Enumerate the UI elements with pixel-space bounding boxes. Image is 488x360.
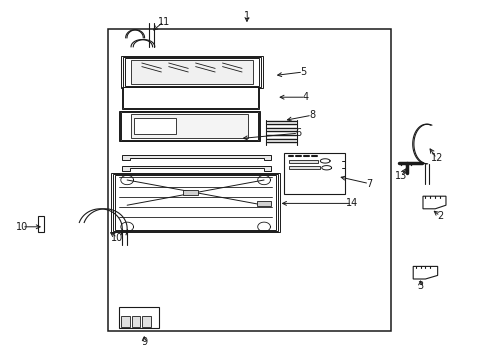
Text: 8: 8 [308, 110, 314, 120]
Polygon shape [134, 118, 176, 134]
Text: 2: 2 [436, 211, 442, 221]
Polygon shape [124, 58, 259, 86]
Text: 3: 3 [417, 281, 423, 291]
Text: 4: 4 [302, 92, 308, 102]
Bar [142, 316, 151, 327]
Polygon shape [412, 266, 437, 279]
Polygon shape [122, 155, 271, 160]
Polygon shape [115, 175, 276, 230]
Text: 13: 13 [394, 171, 407, 181]
Bar [121, 316, 129, 327]
Polygon shape [422, 196, 445, 209]
Bar [283, 153, 344, 194]
Polygon shape [288, 160, 317, 163]
Polygon shape [121, 112, 258, 140]
Text: 1: 1 [244, 11, 249, 21]
Bar [119, 307, 159, 328]
Polygon shape [122, 166, 271, 171]
Polygon shape [38, 216, 44, 232]
Text: 12: 12 [429, 153, 442, 163]
Polygon shape [131, 114, 248, 138]
Bar [131, 316, 140, 327]
Polygon shape [131, 60, 253, 84]
Text: 6: 6 [295, 128, 301, 138]
Text: 9: 9 [141, 337, 147, 347]
Polygon shape [183, 190, 198, 195]
Polygon shape [256, 201, 271, 206]
Text: 11: 11 [157, 17, 170, 27]
Bar [107, 29, 390, 331]
Text: 10: 10 [16, 222, 28, 232]
Polygon shape [288, 166, 320, 169]
Text: 5: 5 [300, 67, 305, 77]
Polygon shape [123, 87, 257, 108]
Text: 10: 10 [111, 233, 123, 243]
Text: 14: 14 [345, 198, 358, 208]
Text: 7: 7 [366, 179, 371, 189]
